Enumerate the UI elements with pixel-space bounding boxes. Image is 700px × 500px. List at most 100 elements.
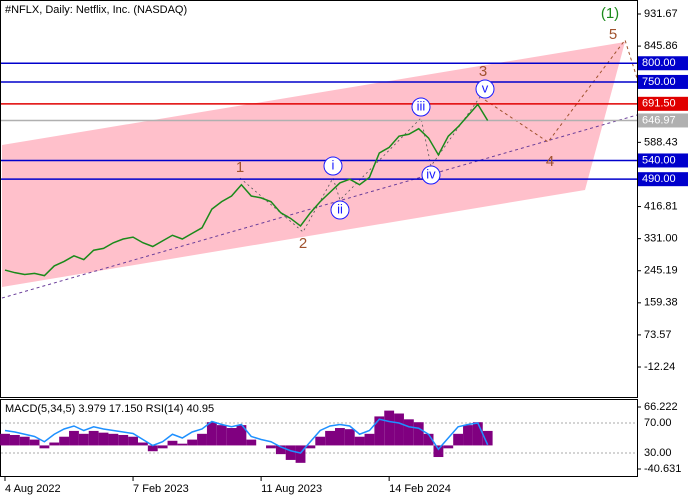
- macd-bar: [108, 433, 119, 446]
- macd-bar: [59, 436, 70, 446]
- x-tick-label: 11 Aug 2023: [261, 483, 322, 495]
- macd-bar: [246, 439, 257, 446]
- sub-wave-label: i: [332, 157, 335, 172]
- macd-bar: [374, 416, 385, 446]
- macd-bar: [157, 445, 168, 449]
- macd-bar: [0, 433, 10, 446]
- macd-bar: [335, 428, 345, 446]
- macd-bar: [364, 433, 375, 446]
- sub-wave-label: v: [482, 80, 489, 95]
- macd-bar: [325, 430, 335, 446]
- wave-label: 1: [236, 159, 244, 176]
- x-tick-label: 4 Aug 2022: [5, 483, 61, 495]
- y-tick-label: 245.19: [644, 265, 678, 277]
- macd-bar: [453, 433, 464, 446]
- level-box: [638, 153, 688, 168]
- price: [4, 103, 489, 277]
- wave-label: (1): [601, 5, 619, 22]
- y-tick-label: -12.24: [644, 361, 675, 373]
- macd-bar: [49, 442, 60, 446]
- wave-label: 3: [479, 63, 487, 80]
- macd-bar: [187, 439, 198, 446]
- macd-bar: [216, 425, 227, 446]
- y-tick-label: 845.86: [644, 40, 678, 52]
- sub-wave-label: ii: [337, 201, 343, 216]
- y-tick-label: 931.67: [644, 8, 678, 20]
- macd-bar: [295, 445, 306, 463]
- macd-bar: [413, 422, 424, 446]
- level-label: 490.00: [642, 173, 676, 185]
- macd-bar: [344, 429, 355, 446]
- macd-bar: [463, 425, 473, 446]
- y-tick-label: 159.38: [644, 297, 678, 309]
- macd-bar: [29, 439, 40, 446]
- macd-bar: [78, 433, 89, 446]
- macd-bar: [443, 445, 454, 449]
- macd-bar: [167, 440, 178, 446]
- y-tick-label: 331.00: [644, 233, 678, 245]
- level-label: 691.50: [642, 98, 676, 110]
- macd-bar: [128, 436, 138, 446]
- level-label: 540.00: [642, 154, 676, 166]
- y-tick-label: 73.57: [644, 329, 672, 341]
- macd-bar: [236, 425, 247, 446]
- chart-title: #NFLX, Daily: Netflix, Inc. (NASDAQ): [5, 4, 187, 16]
- levels: 800.00 750.00 691.50 646.97 540.00 490.00: [1, 56, 688, 187]
- wave-label: 5: [609, 26, 617, 43]
- level-box: [638, 96, 688, 111]
- level-label: 750.00: [642, 76, 676, 88]
- wave-circle: [421, 165, 441, 185]
- y2-tick-label: 30.00: [644, 447, 672, 459]
- macd-bar: [266, 445, 276, 449]
- main-frame: [0, 0, 638, 398]
- macd-bar: [285, 445, 296, 460]
- trend-line: [1, 114, 638, 299]
- level-box: [638, 56, 688, 71]
- macd-bar: [275, 445, 286, 455]
- wave-circles: [323, 79, 495, 220]
- macd-bar: [433, 445, 444, 458]
- macd-bar: [147, 445, 158, 452]
- y-tick-label: -40.631: [644, 463, 681, 475]
- wave-circle: [323, 156, 343, 176]
- price-line: [4, 103, 489, 277]
- level-box: [638, 113, 688, 128]
- y-tick-label: 416.81: [644, 200, 678, 212]
- rsi-line: [4, 418, 489, 454]
- macd-bar: [482, 430, 493, 446]
- macd-bar: [403, 419, 414, 446]
- macd-bar: [423, 433, 434, 446]
- macd-bar: [394, 413, 404, 446]
- macd-bar: [39, 445, 50, 449]
- indicator-title: MACD(5,34,5) 3.979 17.150 RSI(14) 40.95: [5, 403, 214, 415]
- macd-bar: [197, 433, 207, 446]
- wave-label: 4: [546, 153, 554, 170]
- y-tick-label: 588.43: [644, 136, 678, 148]
- macd-bar: [354, 436, 365, 446]
- macd-bar: [138, 442, 148, 446]
- macd-bar: [98, 432, 109, 446]
- y-tick-label: 66.222: [644, 401, 678, 413]
- macd-bar: [472, 422, 483, 446]
- level-label: 800.00: [642, 57, 676, 69]
- level-box: [638, 74, 688, 89]
- macd-bar: [206, 422, 217, 446]
- macd-bar: [177, 443, 188, 446]
- wave-label: 2: [299, 235, 307, 252]
- level-box: [638, 172, 688, 187]
- wave-circle: [330, 200, 350, 220]
- sub-wave-label: iii: [417, 98, 426, 113]
- y2-tick-label: 70.00: [644, 417, 672, 429]
- x-tick-label: 14 Feb 2024: [389, 483, 451, 495]
- macd-bar: [69, 430, 79, 446]
- x-tick-label: 7 Feb 2023: [133, 483, 189, 495]
- macd-bar: [305, 445, 316, 449]
- sub-wave-label: iv: [426, 166, 436, 181]
- macd-bar: [9, 434, 20, 446]
- wave-circle: [411, 97, 431, 117]
- macd-bar: [19, 436, 30, 446]
- wave-circle: [475, 79, 495, 99]
- macd-bar: [384, 410, 395, 446]
- macd-bar: [315, 436, 326, 446]
